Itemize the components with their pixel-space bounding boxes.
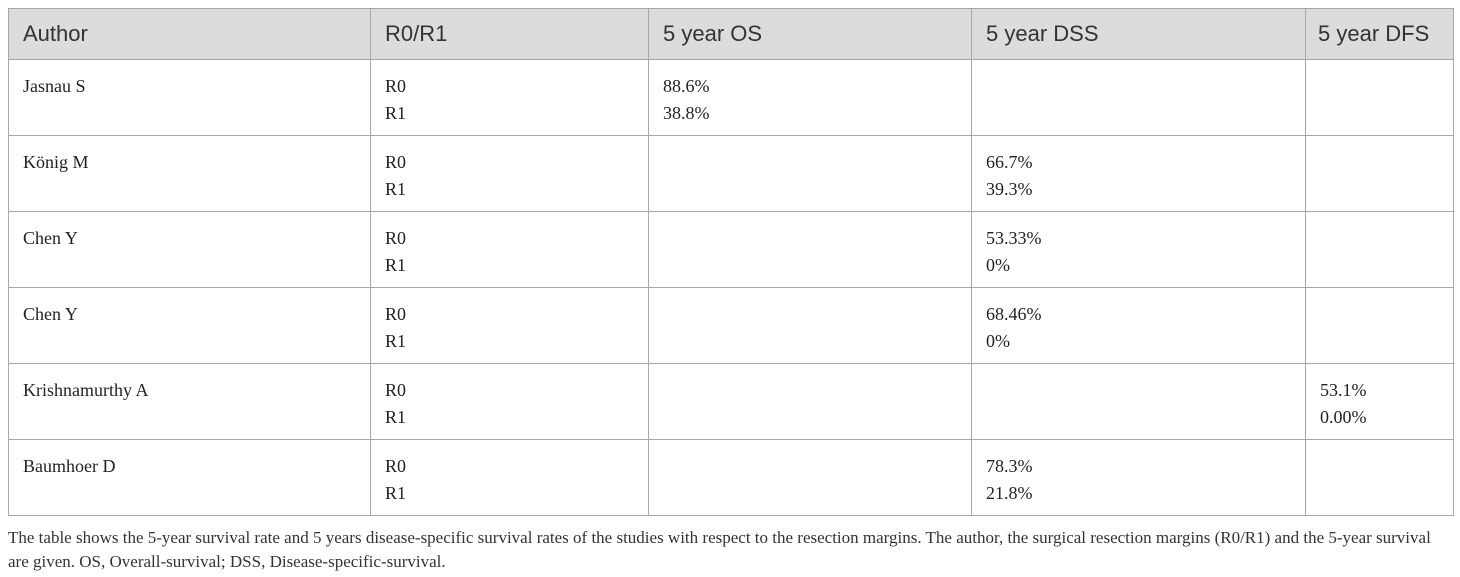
- cell-dss-value: 68.46%: [986, 304, 1042, 324]
- cell-author-value: Chen Y: [23, 228, 78, 248]
- cell-margin-value: R0: [385, 380, 407, 400]
- cell-author: König M: [8, 135, 371, 212]
- cell-author-value: König M: [23, 152, 89, 172]
- cell-margin: R0 R1: [370, 287, 649, 364]
- cell-dss-value: 21.8%: [986, 483, 1033, 503]
- cell-dss-value: 53.33%: [986, 228, 1042, 248]
- table-row: Chen Y R0 R1 53.33% 0%: [8, 211, 1454, 288]
- table-row: Baumhoer D R0 R1 78.3% 21.8%: [8, 439, 1454, 516]
- cell-dss: [971, 59, 1306, 136]
- cell-margin-value: R1: [385, 255, 407, 275]
- cell-os: 88.6% 38.8%: [648, 59, 972, 136]
- cell-dss: 66.7% 39.3%: [971, 135, 1306, 212]
- cell-author-value: Jasnau S: [23, 76, 86, 96]
- cell-margin: R0 R1: [370, 59, 649, 136]
- cell-dfs: 53.1% 0.00%: [1305, 363, 1454, 440]
- cell-dss: 78.3% 21.8%: [971, 439, 1306, 516]
- cell-margin-value: R1: [385, 483, 407, 503]
- cell-margin-value: R0: [385, 76, 407, 96]
- cell-author: Krishnamurthy A: [8, 363, 371, 440]
- cell-margin-value: R0: [385, 152, 407, 172]
- cell-dfs: [1305, 135, 1454, 212]
- survival-table: Author R0/R1 5 year OS 5 year DSS 5 year…: [8, 8, 1454, 516]
- cell-margin-value: R1: [385, 331, 407, 351]
- cell-margin: R0 R1: [370, 135, 649, 212]
- cell-os: [648, 439, 972, 516]
- cell-os-value: 88.6%: [663, 76, 710, 96]
- cell-dss-value: 78.3%: [986, 456, 1033, 476]
- header-margin: R0/R1: [370, 8, 649, 60]
- cell-dss: 53.33% 0%: [971, 211, 1306, 288]
- cell-margin-value: R0: [385, 456, 407, 476]
- cell-author: Jasnau S: [8, 59, 371, 136]
- cell-os-value: 38.8%: [663, 103, 710, 123]
- cell-margin-value: R1: [385, 103, 407, 123]
- cell-author: Baumhoer D: [8, 439, 371, 516]
- table-body: Jasnau S R0 R1 88.6% 38.8% König M R0 R1 66.7% 39…: [8, 59, 1454, 516]
- cell-dfs-value: 0.00%: [1320, 407, 1367, 427]
- table-row: Krishnamurthy A R0 R1 53.1% 0.00%: [8, 363, 1454, 440]
- cell-dss: [971, 363, 1306, 440]
- table-caption: The table shows the 5-year survival rate…: [8, 528, 1431, 571]
- cell-margin-value: R1: [385, 179, 407, 199]
- cell-margin-value: R1: [385, 407, 407, 427]
- table-row: Chen Y R0 R1 68.46% 0%: [8, 287, 1454, 364]
- cell-dfs: [1305, 59, 1454, 136]
- cell-author-value: Krishnamurthy A: [23, 380, 149, 400]
- cell-dfs: [1305, 211, 1454, 288]
- cell-dss-value: 39.3%: [986, 179, 1033, 199]
- cell-dss: 68.46% 0%: [971, 287, 1306, 364]
- header-dss: 5 year DSS: [971, 8, 1306, 60]
- table-container: Author R0/R1 5 year OS 5 year DSS 5 year…: [8, 8, 1454, 574]
- cell-margin: R0 R1: [370, 363, 649, 440]
- table-row: Jasnau S R0 R1 88.6% 38.8%: [8, 59, 1454, 136]
- header-os: 5 year OS: [648, 8, 972, 60]
- cell-os: [648, 287, 972, 364]
- cell-margin-value: R0: [385, 304, 407, 324]
- header-dfs: 5 year DFS: [1305, 8, 1454, 60]
- cell-margin: R0 R1: [370, 211, 649, 288]
- header-row: Author R0/R1 5 year OS 5 year DSS 5 year…: [8, 8, 1454, 60]
- cell-os: [648, 135, 972, 212]
- table-row: König M R0 R1 66.7% 39.3%: [8, 135, 1454, 212]
- cell-dfs: [1305, 439, 1454, 516]
- cell-margin-value: R0: [385, 228, 407, 248]
- cell-os: [648, 363, 972, 440]
- cell-os: [648, 211, 972, 288]
- cell-dfs-value: 53.1%: [1320, 380, 1367, 400]
- cell-dss-value: 0%: [986, 331, 1010, 351]
- cell-author-value: Chen Y: [23, 304, 78, 324]
- cell-margin: R0 R1: [370, 439, 649, 516]
- cell-author: Chen Y: [8, 287, 371, 364]
- cell-dss-value: 0%: [986, 255, 1010, 275]
- cell-dss-value: 66.7%: [986, 152, 1033, 172]
- cell-author-value: Baumhoer D: [23, 456, 116, 476]
- cell-dfs: [1305, 287, 1454, 364]
- header-author: Author: [8, 8, 371, 60]
- cell-author: Chen Y: [8, 211, 371, 288]
